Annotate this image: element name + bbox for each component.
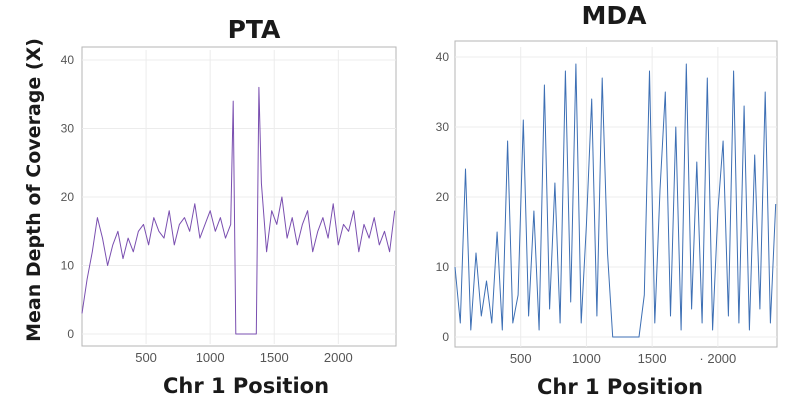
mda-y-tick-label: 30	[436, 120, 450, 134]
mda-series	[454, 63, 777, 338]
pta-y-tick-labels: 0 10 20 30 40	[61, 53, 75, 341]
mda-x-tick-label: 1500	[638, 351, 667, 366]
mda-x-tick-label: 1000	[572, 351, 601, 366]
pta-y-tick-label: 10	[61, 259, 75, 273]
pta-series-line	[81, 86, 396, 335]
mda-y-tick-label: 0	[442, 330, 449, 344]
shared-y-axis-title: Mean Depth of Coverage (X)	[23, 38, 45, 342]
mda-x-axis-title: Chr 1 Position	[537, 375, 703, 399]
pta-grid	[82, 50, 396, 344]
mda-x-tick-labels: 500 1000 1500 · 2000	[510, 351, 736, 366]
pta-x-tick-label: 1500	[260, 350, 289, 365]
mda-y-tick-labels: 0 10 20 30 40	[436, 50, 450, 344]
mda-title: MDA	[582, 1, 648, 30]
pta-series	[81, 86, 396, 335]
mda-x-tick-label: 500	[510, 351, 532, 366]
pta-panel: PTA 0 10 20 30 40 500 1000 1500 2000 Chr 1 Posi…	[61, 15, 397, 398]
mda-panel: MDA 0 10 20 30 40 500 1000 1500 · 2000 Chr 1 Po…	[436, 1, 778, 399]
pta-y-tick-label: 0	[67, 327, 74, 341]
pta-y-tick-label: 30	[61, 122, 75, 136]
mda-y-tick-label: 40	[436, 50, 450, 64]
pta-x-tick-label: 2000	[324, 350, 353, 365]
pta-y-tick-label: 20	[61, 190, 75, 204]
mda-y-tick-label: 20	[436, 190, 450, 204]
pta-x-tick-label: 1000	[196, 350, 225, 365]
pta-title: PTA	[228, 15, 281, 44]
pta-x-tick-label: 500	[135, 350, 157, 365]
pta-x-tick-labels: 500 1000 1500 2000	[135, 350, 353, 365]
pta-x-axis-title: Chr 1 Position	[163, 374, 329, 398]
mda-series-line	[454, 63, 777, 338]
mda-y-tick-label: 10	[436, 260, 450, 274]
mda-x-tick-label: · 2000	[699, 351, 736, 366]
pta-y-tick-label: 40	[61, 53, 75, 67]
